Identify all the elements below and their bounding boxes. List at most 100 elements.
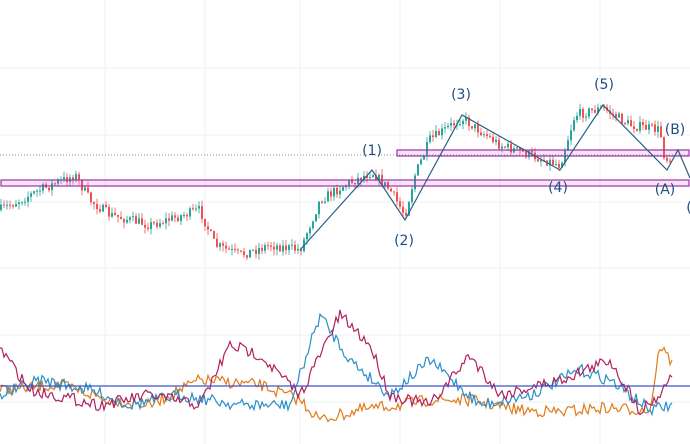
candle-body: [3, 204, 5, 206]
candle-body: [225, 245, 227, 249]
candle-body: [576, 115, 578, 121]
candle-body: [306, 233, 308, 240]
candle-body: [174, 215, 176, 218]
candle-body: [165, 218, 167, 224]
candle-body: [54, 183, 56, 185]
candle-body: [633, 126, 635, 129]
candle-body: [15, 204, 17, 207]
candle-body: [204, 218, 206, 227]
candle-body: [429, 135, 431, 143]
candle-body: [489, 136, 491, 138]
candle-body: [222, 243, 224, 246]
candle-body: [291, 244, 293, 246]
candle-body: [480, 132, 482, 136]
candle-body: [27, 196, 29, 202]
candle-body: [531, 150, 533, 153]
candle-body: [312, 221, 314, 229]
candle-body: [210, 229, 212, 232]
candle-body: [234, 249, 236, 251]
candle-body: [156, 222, 158, 227]
candle-body: [276, 245, 278, 250]
candle-body: [621, 113, 623, 124]
candle-body: [177, 217, 179, 222]
candle-body: [333, 187, 335, 197]
candle-body: [462, 120, 464, 125]
candle-body: [528, 150, 530, 158]
candle-body: [561, 162, 563, 168]
candle-body: [168, 218, 170, 221]
candle-body: [663, 137, 665, 158]
candle-body: [366, 175, 368, 179]
wave-label: (3): [451, 87, 471, 103]
candle-body: [117, 214, 119, 217]
candle-body: [444, 127, 446, 129]
candle-body: [273, 246, 275, 250]
candle-body: [12, 205, 14, 207]
candle-body: [24, 201, 26, 203]
candle-body: [138, 218, 140, 224]
wave-label: (B): [665, 122, 686, 138]
candle-body: [408, 202, 410, 216]
candle-body: [330, 191, 332, 197]
candle-body: [39, 190, 41, 192]
indicator-pane: [0, 309, 673, 423]
candle-body: [471, 126, 473, 129]
candle-body: [357, 177, 359, 185]
wave-label: (4): [548, 180, 568, 196]
candle-body: [492, 136, 494, 143]
candle-body: [129, 217, 131, 220]
candle-body: [171, 215, 173, 221]
candle-body: [30, 193, 32, 197]
candle-body: [369, 177, 371, 179]
candle-body: [624, 123, 626, 125]
candle-body: [342, 187, 344, 191]
candle-body: [93, 202, 95, 204]
candle-body: [540, 159, 542, 162]
candle-body: [201, 206, 203, 219]
candle-body: [114, 212, 116, 215]
candle-body: [558, 164, 560, 168]
candle-body: [153, 222, 155, 224]
candle-body: [51, 183, 53, 191]
candle-body: [441, 128, 443, 136]
candle-body: [372, 175, 374, 178]
zone: [0, 179, 690, 187]
candle-body: [579, 108, 581, 116]
candle-body: [453, 123, 455, 126]
candle-body: [573, 120, 575, 131]
candle-body: [315, 214, 317, 222]
candle-body: [666, 157, 668, 161]
wave-label: (1): [362, 143, 382, 159]
candle-body: [603, 106, 605, 108]
candle-body: [468, 117, 470, 127]
candle-body: [261, 248, 263, 251]
candle-body: [405, 212, 407, 216]
candle-body: [309, 228, 311, 234]
indicator-line: [0, 346, 673, 423]
candle-body: [72, 177, 74, 181]
candle-body: [636, 128, 638, 131]
candle-body: [258, 248, 260, 254]
candle-body: [495, 139, 497, 143]
candle-body: [450, 123, 452, 126]
candle-body: [501, 146, 503, 149]
candle-body: [402, 206, 404, 213]
candle-body: [132, 216, 134, 218]
candle-body: [21, 202, 23, 204]
candle-body: [105, 204, 107, 208]
candle-body: [507, 143, 509, 148]
candle-body: [582, 108, 584, 118]
candle-body: [399, 201, 401, 207]
candle-body: [279, 245, 281, 252]
candle-body: [99, 209, 101, 212]
candle-body: [552, 159, 554, 165]
candle-body: [195, 208, 197, 210]
candle-body: [87, 187, 89, 193]
candle-body: [615, 113, 617, 118]
candle-body: [120, 216, 122, 220]
candle-body: [474, 124, 476, 129]
candle-body: [96, 203, 98, 210]
candle-body: [267, 245, 269, 247]
candle-body: [477, 124, 479, 133]
